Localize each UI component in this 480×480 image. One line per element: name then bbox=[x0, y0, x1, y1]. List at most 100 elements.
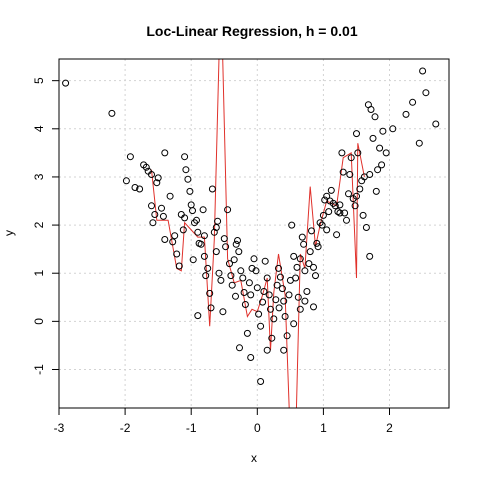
data-point-134 bbox=[362, 224, 370, 231]
data-point-93 bbox=[294, 293, 302, 301]
y-tick-label-4: 3 bbox=[32, 173, 46, 180]
data-point-103 bbox=[312, 272, 319, 280]
data-point-116 bbox=[333, 231, 341, 239]
fit-layer bbox=[151, 59, 365, 408]
y-tick-label-5: 4 bbox=[32, 125, 46, 132]
data-point-23 bbox=[179, 226, 187, 234]
data-point-76 bbox=[267, 305, 274, 313]
data-point-54 bbox=[230, 256, 238, 264]
data-point-170 bbox=[336, 209, 344, 217]
data-point-98 bbox=[303, 288, 311, 295]
data-point-22 bbox=[177, 211, 185, 218]
data-point-0 bbox=[62, 79, 70, 87]
data-point-75 bbox=[265, 291, 273, 299]
plot-frame bbox=[58, 58, 450, 409]
data-point-37 bbox=[202, 272, 210, 280]
data-point-31 bbox=[193, 216, 200, 224]
data-point-163 bbox=[275, 304, 283, 312]
data-point-46 bbox=[217, 276, 225, 284]
data-point-29 bbox=[189, 207, 196, 215]
data-point-123 bbox=[345, 190, 352, 198]
data-point-27 bbox=[186, 187, 194, 195]
data-point-109 bbox=[321, 196, 329, 204]
data-point-49 bbox=[222, 243, 230, 251]
data-point-132 bbox=[359, 211, 367, 219]
x-tick-label-0: -3 bbox=[54, 421, 65, 435]
data-point-115 bbox=[331, 202, 339, 210]
data-point-60 bbox=[240, 289, 248, 296]
data-point-130 bbox=[356, 185, 364, 193]
data-point-81 bbox=[275, 264, 282, 272]
fit-line bbox=[151, 59, 365, 408]
data-point-148 bbox=[409, 98, 417, 106]
x-axis: -3 -2 -1 0 1 2 bbox=[54, 407, 393, 435]
data-point-26 bbox=[184, 175, 192, 183]
data-point-66 bbox=[250, 255, 258, 263]
data-point-61 bbox=[241, 301, 249, 308]
data-point-152 bbox=[432, 120, 440, 128]
data-point-77 bbox=[268, 334, 276, 342]
data-point-151 bbox=[422, 89, 430, 97]
data-point-13 bbox=[154, 174, 162, 182]
y-tick-label-6: 5 bbox=[32, 77, 46, 84]
data-point-83 bbox=[278, 285, 286, 293]
data-point-86 bbox=[283, 332, 291, 340]
data-point-9 bbox=[148, 202, 155, 210]
data-point-15 bbox=[159, 212, 167, 220]
data-point-113 bbox=[327, 186, 335, 194]
data-point-110 bbox=[323, 192, 331, 200]
data-point-136 bbox=[366, 171, 374, 178]
y-tick-label-1: 0 bbox=[32, 318, 46, 325]
data-point-41 bbox=[208, 185, 216, 193]
chart-title: Loc-Linear Regression, h = 0.01 bbox=[146, 23, 357, 39]
data-point-3 bbox=[126, 153, 134, 161]
data-point-146 bbox=[389, 125, 397, 133]
data-point-125 bbox=[347, 154, 355, 162]
data-point-89 bbox=[288, 221, 296, 229]
data-point-167 bbox=[301, 297, 309, 305]
x-tick-label-2: -1 bbox=[186, 421, 197, 435]
data-point-17 bbox=[166, 192, 174, 200]
data-point-58 bbox=[237, 267, 245, 275]
data-point-162 bbox=[263, 346, 271, 354]
data-point-11 bbox=[151, 211, 159, 218]
data-point-51 bbox=[226, 260, 233, 268]
data-point-105 bbox=[314, 243, 322, 251]
data-point-71 bbox=[259, 298, 267, 306]
data-point-168 bbox=[310, 303, 317, 311]
data-point-5 bbox=[136, 185, 144, 193]
data-point-2 bbox=[122, 177, 130, 185]
data-point-91 bbox=[292, 274, 300, 282]
data-point-96 bbox=[300, 240, 308, 248]
data-point-139 bbox=[371, 113, 379, 121]
data-point-63 bbox=[245, 279, 253, 287]
data-point-142 bbox=[376, 144, 384, 152]
x-tick-label-1: -2 bbox=[120, 421, 131, 435]
data-point-95 bbox=[298, 233, 306, 241]
data-point-45 bbox=[215, 269, 223, 277]
data-point-20 bbox=[173, 250, 181, 258]
data-point-35 bbox=[199, 206, 207, 214]
data-point-129 bbox=[354, 149, 362, 157]
y-tick-label-3: 2 bbox=[32, 221, 46, 228]
data-point-32 bbox=[194, 228, 202, 236]
data-point-24 bbox=[181, 153, 189, 161]
data-point-14 bbox=[158, 204, 165, 212]
data-point-160 bbox=[247, 354, 255, 361]
data-point-144 bbox=[379, 127, 387, 135]
data-point-92 bbox=[293, 263, 301, 271]
data-point-39 bbox=[206, 289, 214, 297]
data-point-145 bbox=[382, 149, 390, 157]
data-point-78 bbox=[270, 315, 278, 323]
data-point-117 bbox=[334, 208, 342, 216]
data-point-107 bbox=[318, 221, 326, 229]
data-point-56 bbox=[234, 237, 241, 244]
data-point-173 bbox=[161, 236, 169, 243]
data-point-73 bbox=[261, 257, 269, 265]
data-point-25 bbox=[182, 166, 190, 174]
data-point-62 bbox=[243, 329, 251, 337]
data-point-82 bbox=[276, 273, 284, 281]
data-point-108 bbox=[319, 211, 327, 219]
data-point-90 bbox=[290, 252, 298, 260]
data-point-143 bbox=[378, 161, 386, 169]
